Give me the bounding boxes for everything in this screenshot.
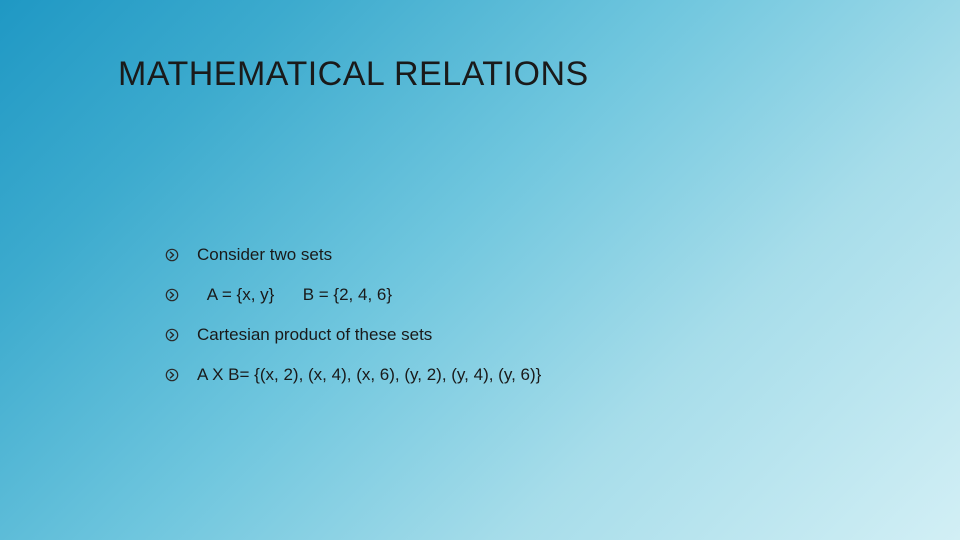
bullet-text: Cartesian product of these sets [197, 325, 432, 345]
bullet-arrow-icon [165, 248, 179, 262]
bullet-text: A X B= {(x, 2), (x, 4), (x, 6), (y, 2), … [197, 365, 541, 385]
bullet-text: A = {x, y} B = {2, 4, 6} [197, 285, 392, 305]
list-item: A X B= {(x, 2), (x, 4), (x, 6), (y, 2), … [165, 365, 541, 385]
bullet-text: Consider two sets [197, 245, 332, 265]
list-item: Cartesian product of these sets [165, 325, 541, 345]
bullet-arrow-icon [165, 328, 179, 342]
slide-title: MATHEMATICAL RELATIONS [118, 55, 589, 94]
bullet-arrow-icon [165, 368, 179, 382]
list-item: Consider two sets [165, 245, 541, 265]
list-item: A = {x, y} B = {2, 4, 6} [165, 285, 541, 305]
bullet-list: Consider two sets A = {x, y} B = {2, 4, … [165, 245, 541, 405]
bullet-arrow-icon [165, 288, 179, 302]
